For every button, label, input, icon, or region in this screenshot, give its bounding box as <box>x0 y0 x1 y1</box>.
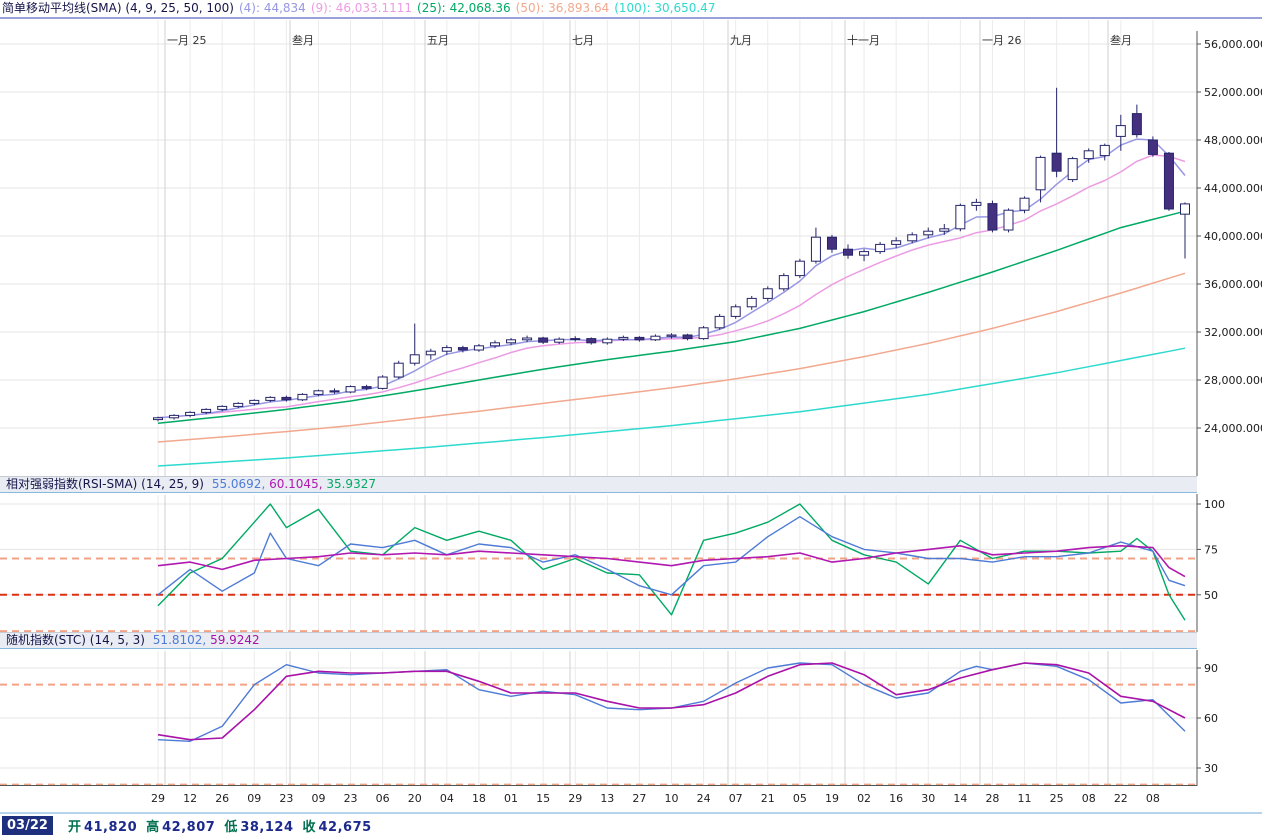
date-chip: 03/22 <box>2 816 53 835</box>
svg-text:12: 12 <box>183 792 197 805</box>
svg-text:23: 23 <box>344 792 358 805</box>
svg-text:九月: 九月 <box>730 34 752 47</box>
sma-indicator-header: 简单移动平均线(SMA) (4, 9, 25, 50, 100) (4): 44,… <box>0 0 1262 19</box>
rsi-indicator-chart[interactable]: 100 75 50 <box>0 494 1262 633</box>
rsi-panel-header: 相对强弱指数(RSI-SMA) (14, 25, 9) 55.069260.10… <box>0 476 1197 493</box>
svg-text:一月 26: 一月 26 <box>982 34 1022 47</box>
rsi-values: 55.069260.104535.9327 <box>212 477 376 491</box>
svg-text:08: 08 <box>1146 792 1160 805</box>
svg-text:24,000.0000: 24,000.0000 <box>1204 422 1262 435</box>
svg-text:44,000.0000: 44,000.0000 <box>1204 182 1262 195</box>
svg-text:10: 10 <box>665 792 679 805</box>
svg-text:16: 16 <box>889 792 903 805</box>
svg-text:52,000.0000: 52,000.0000 <box>1204 86 1262 99</box>
stc-panel-header: 随机指数(STC) (14, 5, 3) 51.810259.9242 <box>0 632 1197 649</box>
svg-text:04: 04 <box>440 792 454 805</box>
svg-text:06: 06 <box>376 792 390 805</box>
status-bar: 03/22 开 41,820 高 42,807 低 38,124 收 42,675 <box>0 812 1262 837</box>
stc-value-2: 59.9242 <box>210 633 260 647</box>
svg-text:20: 20 <box>408 792 422 805</box>
svg-text:30: 30 <box>1204 762 1218 775</box>
svg-text:27: 27 <box>632 792 646 805</box>
close-field: 收 42,675 <box>302 820 372 835</box>
svg-text:十一月: 十一月 <box>847 33 880 47</box>
open-field: 开 41,820 <box>67 820 138 835</box>
svg-text:32,000.0000: 32,000.0000 <box>1204 326 1262 339</box>
rsi-chart-svg: 100 75 50 <box>0 494 1225 633</box>
main-candlestick-chart[interactable]: 56,000.0000 52,000.0000 48,000.0000 44,000.… <box>0 19 1262 476</box>
svg-text:18: 18 <box>472 792 486 805</box>
svg-text:48,000.0000: 48,000.0000 <box>1204 134 1262 147</box>
svg-text:七月: 七月 <box>572 34 594 47</box>
x-axis-svg: 29 12 26 09 23 09 23 06 20 04 18 01 15 29 13 27 10 24 07 21… <box>151 792 1160 805</box>
svg-text:29: 29 <box>151 792 165 805</box>
rsi-value-3: 35.9327 <box>326 477 376 491</box>
svg-text:36,000.0000: 36,000.0000 <box>1204 278 1262 291</box>
candles <box>153 87 1190 422</box>
rsi-title: 相对强弱指数(RSI-SMA) (14, 25, 9) <box>6 477 204 491</box>
stc-values: 51.810259.9242 <box>153 633 260 647</box>
svg-text:五月: 五月 <box>427 34 449 47</box>
rsi-value-2: 60.1045 <box>269 477 326 491</box>
svg-text:01: 01 <box>504 792 518 805</box>
svg-text:11: 11 <box>1018 792 1032 805</box>
stc-value-1: 51.8102 <box>153 633 210 647</box>
svg-text:14: 14 <box>953 792 967 805</box>
sma-value-50: (50): 36,893.64 <box>515 1 610 15</box>
stc-title: 随机指数(STC) (14, 5, 3) <box>6 633 145 647</box>
high-field: 高 42,807 <box>146 820 216 835</box>
svg-text:13: 13 <box>600 792 614 805</box>
sma-value-100: (100): 30,650.47 <box>614 1 716 15</box>
svg-text:22: 22 <box>1114 792 1128 805</box>
stc-indicator-chart[interactable]: 90 60 30 <box>0 650 1262 786</box>
svg-text:28,000.0000: 28,000.0000 <box>1204 374 1262 387</box>
svg-text:21: 21 <box>761 792 775 805</box>
svg-text:叁月: 叁月 <box>1110 33 1132 47</box>
svg-text:28: 28 <box>985 792 999 805</box>
svg-text:60: 60 <box>1204 712 1218 725</box>
svg-text:40,000.0000: 40,000.0000 <box>1204 230 1262 243</box>
svg-text:56,000.0000: 56,000.0000 <box>1204 38 1262 51</box>
svg-text:02: 02 <box>857 792 871 805</box>
main-chart-svg: 56,000.0000 52,000.0000 48,000.0000 44,000.… <box>0 20 1262 476</box>
svg-text:23: 23 <box>279 792 293 805</box>
sma-value-9: (9): 46,033.1111 <box>310 1 413 15</box>
svg-text:90: 90 <box>1204 662 1218 675</box>
svg-text:05: 05 <box>793 792 807 805</box>
svg-text:叁月: 叁月 <box>292 33 314 47</box>
sma-title: 简单移动平均线(SMA) (4, 9, 25, 50, 100) <box>2 1 234 15</box>
svg-text:75: 75 <box>1204 543 1218 556</box>
svg-text:一月 25: 一月 25 <box>167 34 207 47</box>
rsi-value-1: 55.0692 <box>212 477 269 491</box>
svg-text:30: 30 <box>921 792 935 805</box>
svg-text:07: 07 <box>729 792 743 805</box>
low-field: 低 38,124 <box>224 820 294 835</box>
svg-text:15: 15 <box>536 792 550 805</box>
stc-chart-svg: 90 60 30 <box>0 650 1218 786</box>
svg-text:26: 26 <box>215 792 229 805</box>
svg-text:50: 50 <box>1204 589 1218 602</box>
svg-text:29: 29 <box>568 792 582 805</box>
svg-text:09: 09 <box>247 792 261 805</box>
sma-value-25: (25): 42,068.36 <box>417 1 511 15</box>
svg-text:19: 19 <box>825 792 839 805</box>
sma-value-4: (4): 44,834 <box>238 1 306 15</box>
svg-text:25: 25 <box>1050 792 1064 805</box>
svg-text:09: 09 <box>311 792 325 805</box>
svg-text:08: 08 <box>1082 792 1096 805</box>
svg-text:24: 24 <box>697 792 711 805</box>
x-axis-labels: 29 12 26 09 23 09 23 06 20 04 18 01 15 29 13 27 10 24 07 21… <box>0 786 1262 812</box>
svg-text:100: 100 <box>1204 498 1225 511</box>
